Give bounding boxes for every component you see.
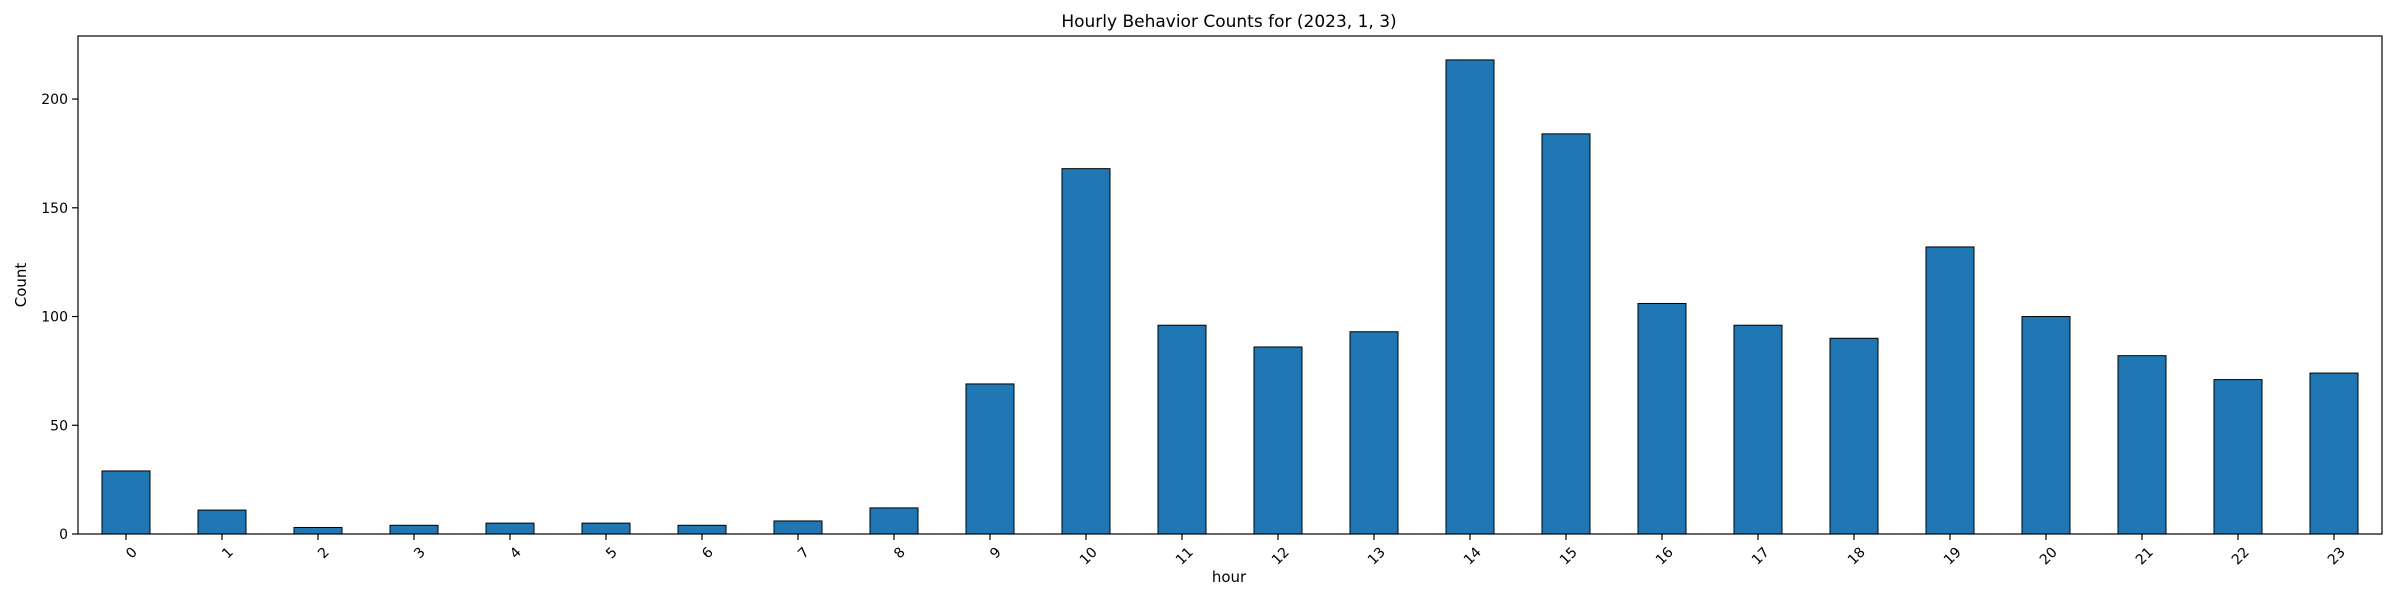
x-tick-label: 10 (1077, 544, 1101, 568)
bar-hour-3 (389, 524, 439, 535)
y-tick-label: 150 (41, 201, 68, 217)
bar-hour-9 (965, 383, 1015, 535)
bar-hour-23 (2309, 372, 2359, 535)
x-tick-label: 4 (507, 544, 525, 562)
bar-hour-20 (2021, 316, 2071, 535)
x-tick-label: 5 (603, 544, 621, 562)
x-tick-label: 9 (987, 544, 1005, 562)
x-tick-label: 14 (1461, 544, 1485, 568)
bar-hour-5 (581, 522, 631, 535)
bar-hour-22 (2213, 379, 2263, 535)
bar-hour-17 (1733, 324, 1783, 535)
x-tick-label: 22 (2229, 544, 2253, 568)
y-tick-label: 100 (41, 310, 68, 326)
bar-hour-16 (1637, 302, 1687, 535)
bar-hour-12 (1253, 346, 1303, 535)
x-tick-label: 15 (1557, 544, 1581, 568)
x-tick-label: 19 (1941, 544, 1965, 568)
x-tick-label: 17 (1749, 544, 1773, 568)
x-axis-label: hour (1212, 568, 1247, 586)
x-tick-label: 7 (795, 544, 813, 562)
x-tick-label: 2 (315, 544, 333, 562)
bar-hour-7 (773, 520, 823, 535)
x-tick-label: 20 (2037, 544, 2061, 568)
x-tick-label: 11 (1173, 544, 1197, 568)
bar-hour-13 (1349, 331, 1399, 535)
x-tick-label: 3 (411, 544, 429, 562)
bars-group (101, 59, 2359, 535)
bar-hour-0 (101, 470, 151, 535)
bar-hour-6 (677, 524, 727, 535)
plot-frame (77, 35, 2383, 535)
bar-hour-15 (1541, 133, 1591, 535)
x-axis-ticks: 0 1 2 3 4 5 6 7 8 9 10 11 12 13 14 15 16 17 18 19 20 21 22 23 (123, 534, 2349, 568)
x-tick-label: 18 (1845, 544, 1869, 568)
bar-hour-18 (1829, 337, 1879, 535)
bar-hour-8 (869, 507, 919, 535)
bar-hour-2 (293, 526, 343, 535)
bar-hour-1 (197, 509, 247, 535)
y-tick-label: 50 (50, 418, 68, 434)
x-tick-label: 23 (2325, 544, 2349, 568)
chart-title: Hourly Behavior Counts for (2023, 1, 3) (1061, 12, 1396, 32)
x-tick-label: 12 (1269, 544, 1293, 568)
bar-hour-14 (1445, 59, 1495, 535)
x-tick-label: 6 (699, 544, 717, 562)
bar-hour-21 (2117, 355, 2167, 535)
x-tick-label: 1 (219, 544, 237, 562)
x-tick-label: 8 (891, 544, 909, 562)
y-axis-ticks: 0 50 100 150 200 (41, 92, 78, 543)
x-tick-label: 0 (123, 544, 141, 562)
y-tick-label: 200 (41, 92, 68, 108)
bar-hour-19 (1925, 246, 1975, 535)
bar-hour-11 (1157, 324, 1207, 535)
x-tick-label: 21 (2133, 544, 2157, 568)
x-tick-label: 13 (1365, 544, 1389, 568)
bar-hour-10 (1061, 168, 1111, 535)
y-axis-label: Count (12, 263, 30, 308)
x-tick-label: 16 (1653, 544, 1677, 568)
bar-hour-4 (485, 522, 535, 535)
y-tick-label: 0 (59, 527, 68, 543)
